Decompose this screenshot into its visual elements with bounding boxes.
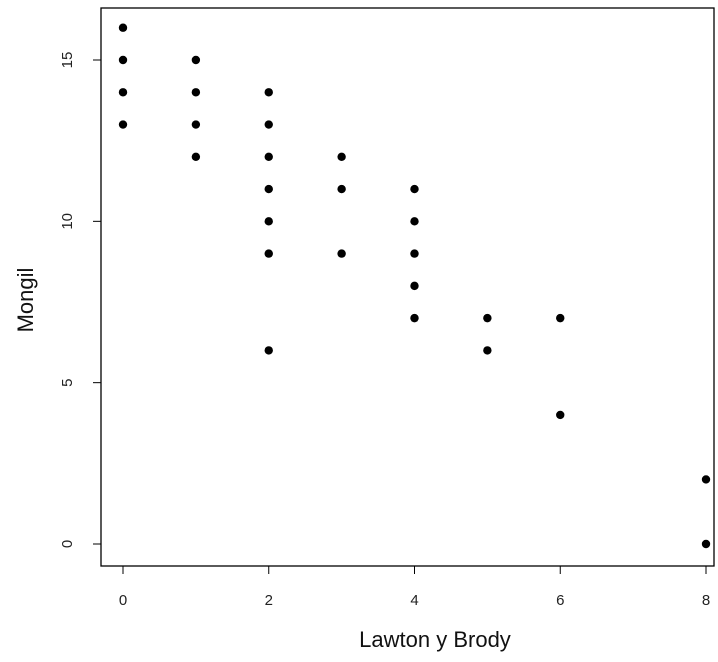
data-point: [118, 23, 128, 32]
data-point: [191, 120, 201, 129]
data-point: [264, 346, 273, 355]
data-point: [118, 55, 128, 65]
data-point: [264, 249, 273, 258]
data-point: [337, 152, 346, 161]
data-point: [337, 184, 346, 194]
y-tick-label: 15: [59, 52, 76, 69]
data-point: [264, 88, 273, 97]
data-point: [410, 249, 419, 258]
data-point: [556, 313, 565, 323]
data-point: [264, 120, 273, 129]
x-axis-title: Lawton y Brody: [359, 627, 511, 652]
data-point: [410, 217, 419, 226]
x-tick-label: 2: [265, 592, 273, 609]
data-point: [556, 410, 565, 420]
data-point: [701, 539, 711, 549]
y-tick-label: 0: [59, 540, 76, 548]
data-point: [701, 475, 711, 484]
x-tick-label: 4: [410, 592, 418, 609]
data-points: [118, 23, 711, 549]
data-point: [118, 88, 128, 97]
data-point: [483, 313, 492, 323]
y-tick-label: 5: [59, 378, 76, 386]
x-tick-label: 0: [119, 592, 127, 609]
data-point: [337, 249, 346, 258]
data-point: [264, 152, 273, 161]
x-axis: 0 2 4 6 8: [119, 565, 710, 609]
y-tick-label: 10: [59, 213, 76, 230]
x-tick-label: 6: [556, 592, 564, 609]
data-point: [191, 55, 201, 65]
data-point: [191, 152, 201, 161]
data-point: [410, 281, 419, 291]
data-point: [264, 217, 273, 226]
data-point: [118, 120, 128, 129]
data-point: [483, 346, 492, 355]
data-point: [191, 88, 201, 97]
y-axis: 0 5 10 15: [59, 52, 102, 548]
data-point: [264, 184, 273, 194]
y-axis-title: Mongil: [13, 268, 38, 333]
x-tick-label: 8: [702, 592, 710, 609]
data-point: [410, 313, 419, 323]
data-point: [410, 184, 419, 194]
